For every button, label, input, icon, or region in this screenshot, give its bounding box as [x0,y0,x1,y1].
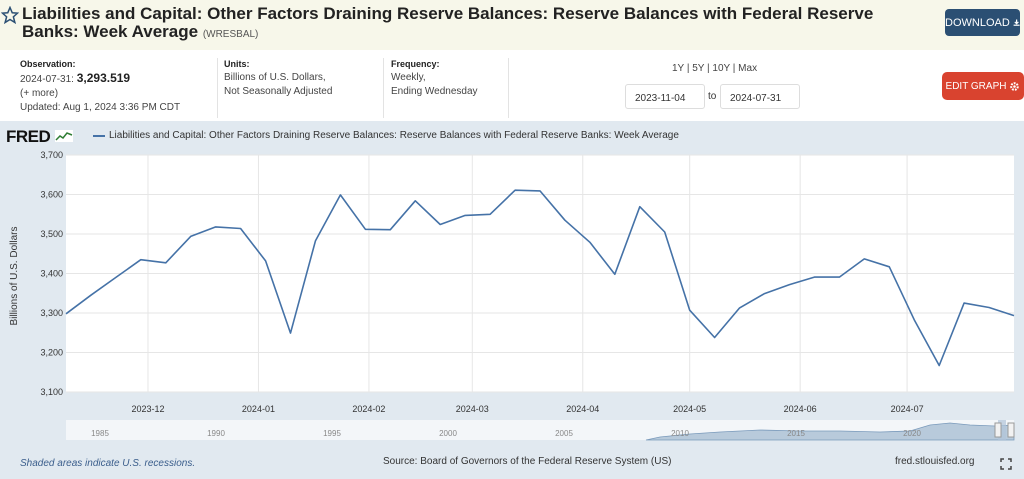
frequency-label: Frequency: [391,59,440,69]
x-tick-label: 2024-05 [673,404,706,414]
frequency-line1: Weekly, [391,72,426,83]
observation-line: 2024-07-31: 3,293.519 [20,71,180,87]
y-tick-label: 3,300 [40,308,63,318]
navigator-year-label: 1995 [323,429,341,438]
x-axis: 2023-12 2024-01 2024-02 2024-03 2024-04 2024-… [131,404,923,414]
page-header: Liabilities and Capital: Other Factors D… [0,0,1024,50]
observation-value: 3,293.519 [76,71,131,85]
x-tick-label: 2023-12 [131,404,164,414]
source-text: Source: Board of Governors of the Federa… [383,456,672,467]
navigator-year-label: 1990 [207,429,225,438]
edit-graph-button[interactable]: EDIT GRAPH [942,72,1024,100]
series-id: (WRESBAL) [202,29,259,40]
star-icon[interactable] [1,6,19,24]
y-tick-label: 3,600 [40,190,63,200]
gear-icon [1010,81,1020,91]
edit-graph-label: EDIT GRAPH [945,80,1007,92]
navigator-window[interactable] [998,420,1006,440]
page-title: Liabilities and Capital: Other Factors D… [22,5,932,44]
navigator-year-label: 2000 [439,429,457,438]
start-date-input[interactable]: 2023-11-04 [625,84,705,109]
units-label: Units: [224,59,250,69]
x-tick-label: 2024-03 [456,404,489,414]
series-group [65,189,1015,367]
recession-note: Shaded areas indicate U.S. recessions. [20,458,196,469]
legend-line-swatch [93,134,105,137]
y-axis: 3,100 3,200 3,300 3,400 3,500 3,600 3,700 [40,150,63,397]
navigator-year-label: 2020 [903,429,921,438]
more-link[interactable]: (+ more) [20,88,59,99]
range-links[interactable]: 1Y | 5Y | 10Y | Max [672,63,758,74]
navigator-year-label: 2010 [671,429,689,438]
fred-logo: FRED [6,127,73,147]
units-line1: Billions of U.S. Dollars, [224,72,326,83]
logo-sparkline-icon [54,130,73,142]
divider [383,58,384,118]
site-link[interactable]: fred.stlouisfed.org [895,456,975,467]
legend-label: Liabilities and Capital: Other Factors D… [109,130,679,141]
divider [217,58,218,118]
y-axis-label: Billions of U.S. Dollars [9,227,20,326]
x-tick-label: 2024-04 [566,404,599,414]
navigator-years: 1985 1990 1995 2000 2005 2010 2015 2020 [91,429,921,438]
download-icon [1013,19,1020,26]
grid-lines [66,154,1014,393]
observation-block: Observation: 2024-07-31: 3,293.519 (+ mo… [20,57,180,115]
fred-logo-text: FRED [6,127,51,146]
x-tick-label: 2024-01 [242,404,275,414]
line-chart[interactable]: 3,100 3,200 3,300 3,400 3,500 3,600 3,700 2023… [0,121,1024,479]
observation-label: Observation: [20,59,76,69]
navigator-left-handle[interactable] [994,422,1002,438]
y-tick-label: 3,700 [40,150,63,160]
series-line [65,189,1015,367]
navigator-year-label: 1985 [91,429,109,438]
y-tick-label: 3,200 [40,348,63,358]
to-label: to [708,91,717,102]
x-tick-label: 2024-02 [352,404,385,414]
y-tick-label: 3,400 [40,269,63,279]
download-label: DOWNLOAD [945,16,1010,29]
updated-text: Updated: Aug 1, 2024 3:36 PM CDT [20,102,181,113]
y-tick-label: 3,100 [40,387,63,397]
x-tick-label: 2024-06 [784,404,817,414]
chart-legend: Liabilities and Capital: Other Factors D… [93,130,679,141]
y-tick-label: 3,500 [40,229,63,239]
units-line2: Not Seasonally Adjusted [224,86,333,97]
frequency-line2: Ending Wednesday [391,86,478,97]
fullscreen-icon[interactable] [1000,458,1012,470]
units-block: Units: Billions of U.S. Dollars, Not Sea… [224,57,332,99]
download-button[interactable]: DOWNLOAD [945,9,1020,36]
navigator-year-label: 2005 [555,429,573,438]
navigator-year-label: 2015 [787,429,805,438]
divider [508,58,509,118]
series-title: Liabilities and Capital: Other Factors D… [22,4,874,41]
end-date-input[interactable]: 2024-07-31 [720,84,800,109]
observation-date: 2024-07-31: [20,74,74,85]
x-tick-label: 2024-07 [891,404,924,414]
navigator-right-handle[interactable] [1007,422,1015,438]
frequency-block: Frequency: Weekly, Ending Wednesday [391,57,478,99]
